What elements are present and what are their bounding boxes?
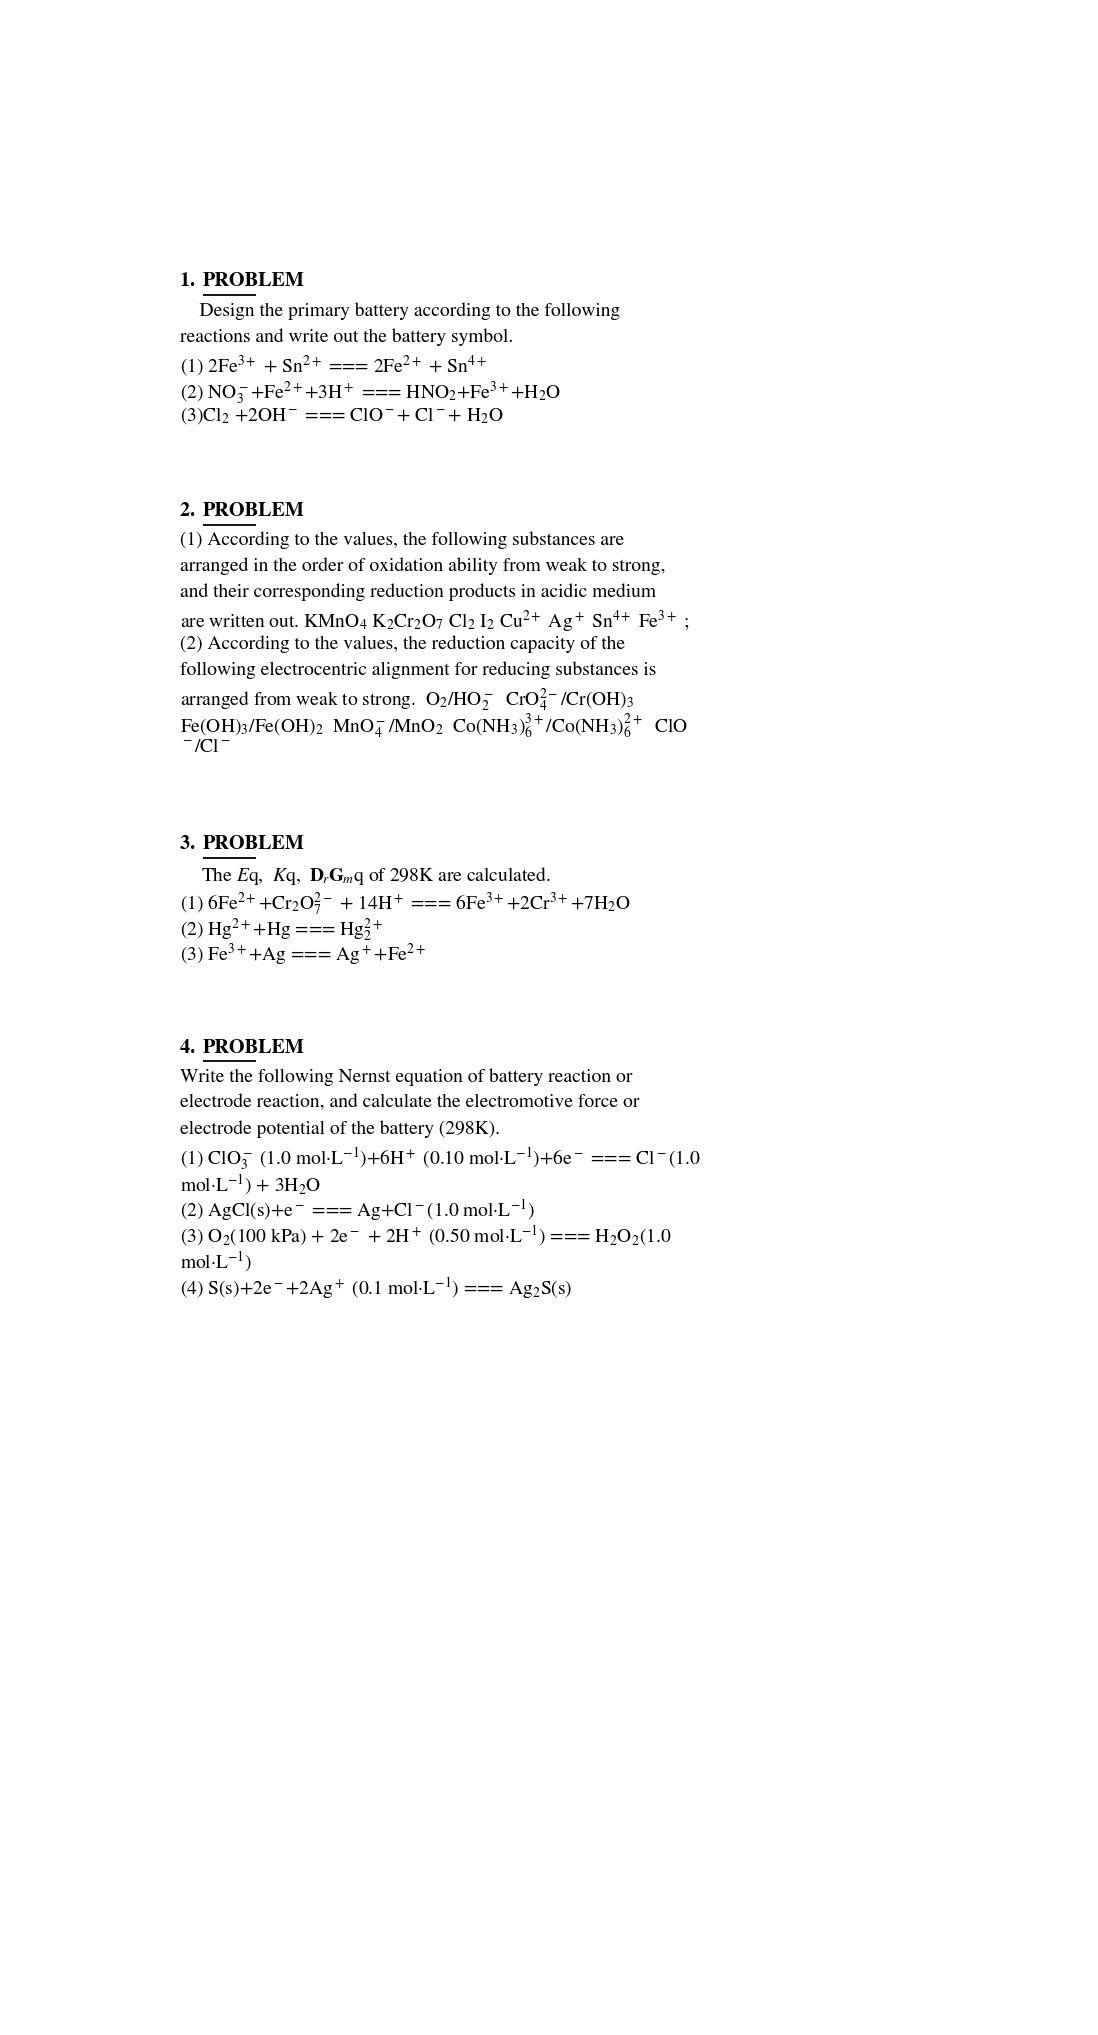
Text: electrode potential of the battery (298K).: electrode potential of the battery (298K… bbox=[180, 1119, 500, 1138]
Text: PROBLEM: PROBLEM bbox=[203, 503, 304, 519]
Text: 4.: 4. bbox=[180, 1038, 200, 1056]
Text: (1) ClO$_3^-$ (1.0 mol·L$^{-1}$)+6H$^+$ (0.10 mol·L$^{-1}$)+6e$^-$ === Cl$^-$(1.: (1) ClO$_3^-$ (1.0 mol·L$^{-1}$)+6H$^+$ … bbox=[180, 1146, 701, 1172]
Text: PROBLEM: PROBLEM bbox=[203, 834, 304, 853]
Text: 3.: 3. bbox=[180, 834, 200, 853]
Text: (2) According to the values, the reduction capacity of the: (2) According to the values, the reducti… bbox=[180, 635, 625, 653]
Text: Design the primary battery according to the following: Design the primary battery according to … bbox=[180, 301, 620, 319]
Text: (1) 2Fe$^{3+}$ + Sn$^{2+}$ === 2Fe$^{2+}$ + Sn$^{4+}$: (1) 2Fe$^{3+}$ + Sn$^{2+}$ === 2Fe$^{2+}… bbox=[180, 354, 486, 379]
Text: $^-$/Cl$^-$: $^-$/Cl$^-$ bbox=[180, 739, 231, 757]
Text: (3) O$_2$(100 kPa) + 2e$^-$ + 2H$^+$ (0.50 mol·L$^{-1}$) === H$_2$O$_2$(1.0: (3) O$_2$(100 kPa) + 2e$^-$ + 2H$^+$ (0.… bbox=[180, 1223, 671, 1247]
Text: arranged in the order of oxidation ability from weak to strong,: arranged in the order of oxidation abili… bbox=[180, 558, 665, 576]
Text: Fe(OH)$_3$/Fe(OH)$_2$  MnO$_4^-$/MnO$_2$  Co(NH$_3$)$_6^{3+}$/Co(NH$_3$)$_6^{2+}: Fe(OH)$_3$/Fe(OH)$_2$ MnO$_4^-$/MnO$_2$ … bbox=[180, 712, 688, 741]
Text: electrode reaction, and calculate the electromotive force or: electrode reaction, and calculate the el… bbox=[180, 1095, 639, 1111]
Text: (3)Cl$_2$ +2OH$^-$ === ClO$^-$+ Cl$^-$+ H$_2$O: (3)Cl$_2$ +2OH$^-$ === ClO$^-$+ Cl$^-$+ … bbox=[180, 405, 503, 427]
Text: Write the following Nernst equation of battery reaction or: Write the following Nernst equation of b… bbox=[180, 1068, 632, 1087]
Text: are written out. KMnO$_4$ K$_2$Cr$_2$O$_7$ Cl$_2$ I$_2$ Cu$^{2+}$ Ag$^+$ Sn$^{4+: are written out. KMnO$_4$ K$_2$Cr$_2$O$_… bbox=[180, 608, 690, 635]
Text: (1) According to the values, the following substances are: (1) According to the values, the followi… bbox=[180, 531, 624, 549]
Text: (2) Hg$^{2+}$+Hg === Hg$_2^{2+}$: (2) Hg$^{2+}$+Hg === Hg$_2^{2+}$ bbox=[180, 916, 383, 944]
Text: PROBLEM: PROBLEM bbox=[203, 273, 304, 291]
Text: 1.: 1. bbox=[180, 273, 200, 291]
Text: PROBLEM: PROBLEM bbox=[203, 1038, 304, 1056]
Text: (2) AgCl(s)+e$^-$ === Ag+Cl$^-$(1.0 mol·L$^{-1}$): (2) AgCl(s)+e$^-$ === Ag+Cl$^-$(1.0 mol·… bbox=[180, 1197, 535, 1223]
Text: reactions and write out the battery symbol.: reactions and write out the battery symb… bbox=[180, 328, 513, 346]
Text: following electrocentric alignment for reducing substances is: following electrocentric alignment for r… bbox=[180, 661, 656, 678]
Text: The $\mathit{E}$q,  $\mathit{K}$q,  $\mathbf{D}_{\!r}\mathbf{G}_{\!m}$q of 298K : The $\mathit{E}$q, $\mathit{K}$q, $\math… bbox=[201, 865, 551, 887]
Text: and their corresponding reduction products in acidic medium: and their corresponding reduction produc… bbox=[180, 584, 656, 600]
Text: (3) Fe$^{3+}$+Ag === Ag$^+$+Fe$^{2+}$: (3) Fe$^{3+}$+Ag === Ag$^+$+Fe$^{2+}$ bbox=[180, 942, 426, 969]
Text: mol·L$^{-1}$) + 3H$_2$O: mol·L$^{-1}$) + 3H$_2$O bbox=[180, 1172, 321, 1197]
Text: arranged from weak to strong.  O$_2$/HO$_2^-$  CrO$_4^{2-}$/Cr(OH)$_3$: arranged from weak to strong. O$_2$/HO$_… bbox=[180, 686, 635, 714]
Text: mol·L$^{-1}$): mol·L$^{-1}$) bbox=[180, 1249, 251, 1274]
Text: (4) S(s)+2e$^-$+2Ag$^+$ (0.1 mol·L$^{-1}$) === Ag$_2$S(s): (4) S(s)+2e$^-$+2Ag$^+$ (0.1 mol·L$^{-1}… bbox=[180, 1276, 572, 1300]
Text: 2.: 2. bbox=[180, 503, 200, 519]
Text: (2) NO$_3^-$+Fe$^{2+}$+3H$^+$ === HNO$_2$+Fe$^{3+}$+H$_2$O: (2) NO$_3^-$+Fe$^{2+}$+3H$^+$ === HNO$_2… bbox=[180, 381, 561, 407]
Text: (1) 6Fe$^{2+}$+Cr$_2$O$_7^{2-}$ + 14H$^+$ === 6Fe$^{3+}$+2Cr$^{3+}$+7H$_2$O: (1) 6Fe$^{2+}$+Cr$_2$O$_7^{2-}$ + 14H$^+… bbox=[180, 891, 630, 918]
